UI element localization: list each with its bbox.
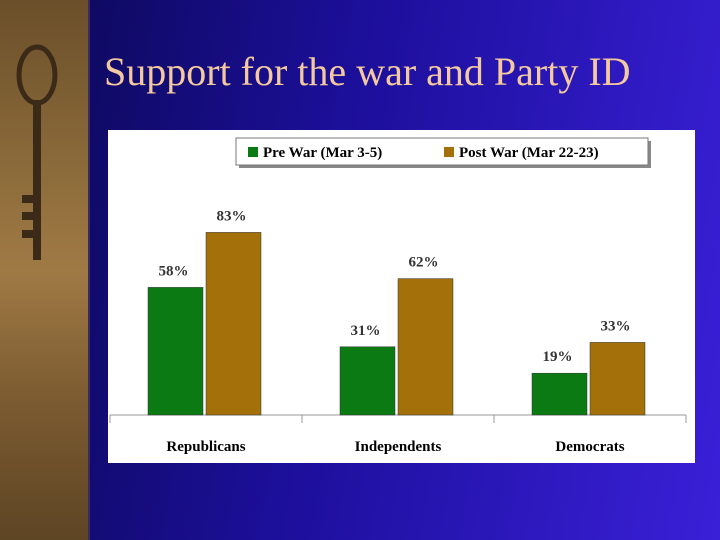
x-tick-label: Independents — [355, 439, 442, 455]
bar — [339, 346, 396, 416]
data-label: 31% — [351, 323, 381, 339]
data-label: 83% — [217, 208, 247, 224]
legend-swatch — [444, 147, 454, 157]
data-label: 19% — [543, 349, 573, 365]
slide-title: Support for the war and Party ID — [104, 49, 631, 94]
legend-box — [235, 137, 649, 166]
key-illustration — [16, 0, 90, 540]
bar — [397, 278, 454, 416]
legend-label: Post War (Mar 22-23) — [459, 145, 599, 161]
bar — [205, 232, 262, 416]
data-label: 58% — [159, 263, 189, 279]
legend-label: Pre War (Mar 3-5) — [263, 145, 382, 161]
x-tick-label: Democrats — [555, 439, 624, 455]
x-tick-label: Republicans — [166, 439, 245, 455]
bar — [589, 342, 646, 416]
bar — [531, 372, 588, 416]
side-image — [0, 0, 90, 540]
data-label: 62% — [409, 255, 439, 271]
legend-swatch — [248, 147, 258, 157]
data-label: 33% — [601, 318, 631, 334]
bar — [147, 287, 204, 416]
